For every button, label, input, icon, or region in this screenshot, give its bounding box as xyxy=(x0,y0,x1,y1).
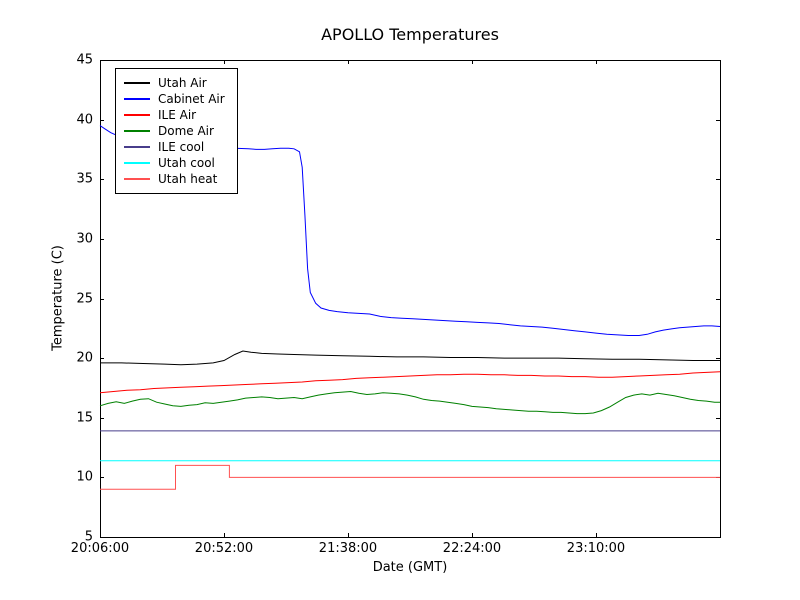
y-tick-label: 25 xyxy=(76,291,93,306)
series-line-dome-air xyxy=(99,390,720,415)
legend-item-ile-air: ILE Air xyxy=(124,107,225,123)
legend-item-cabinet-air: Cabinet Air xyxy=(124,91,225,107)
legend-label: ILE Air xyxy=(158,108,197,122)
dome-air-line-sample xyxy=(124,130,150,132)
legend-label: Dome Air xyxy=(158,124,214,138)
chart-title: APOLLO Temperatures xyxy=(321,25,499,44)
series-line-utah-air xyxy=(100,350,720,366)
legend-label: ILE cool xyxy=(158,140,205,154)
x-tick-label: 23:10:00 xyxy=(566,541,626,556)
legend-label: Cabinet Air xyxy=(158,92,225,106)
legend-label: Utah cool xyxy=(158,156,215,170)
x-tick-label: 22:24:00 xyxy=(442,541,502,556)
legend-item-utah-cool: Utah cool xyxy=(124,155,225,171)
y-tick-label: 10 xyxy=(76,469,93,485)
ile-cool-line-sample xyxy=(124,146,150,148)
legend-item-dome-air: Dome Air xyxy=(124,123,225,139)
y-tick-label: 30 xyxy=(76,231,93,247)
cabinet-air-line-sample xyxy=(124,98,150,100)
legend-label: Utah heat xyxy=(158,172,218,186)
y-tick-label: 20 xyxy=(76,350,93,366)
utah-heat-line-sample xyxy=(124,178,150,180)
x-tick-label: 21:38:00 xyxy=(318,541,378,556)
y-tick-label: 40 xyxy=(76,112,93,128)
legend-item-utah-air: Utah Air xyxy=(124,75,225,91)
legend-label: Utah Air xyxy=(158,76,207,90)
y-tick-label: 35 xyxy=(76,171,93,187)
series-line-ile-air xyxy=(99,371,721,394)
ile-air-line-sample xyxy=(124,114,150,116)
legend-item-utah-heat: Utah heat xyxy=(124,171,225,187)
y-tick-label: 15 xyxy=(76,410,93,426)
y-tick-label: 45 xyxy=(76,52,93,68)
utah-air-line-sample xyxy=(124,82,150,84)
legend: Utah Air Cabinet Air ILE Air Dome Air IL… xyxy=(115,68,238,194)
x-tick-label: 20:52:00 xyxy=(194,541,254,556)
x-tick-label: 20:06:00 xyxy=(70,541,130,556)
x-axis-label: Date (GMT) xyxy=(372,560,448,575)
y-tick-label: 5 xyxy=(84,529,93,545)
utah-cool-line-sample xyxy=(124,162,150,164)
y-axis-label: Temperature (C) xyxy=(50,245,66,351)
series-line-utah-heat xyxy=(100,464,720,490)
legend-item-ile-cool: ILE cool xyxy=(124,139,225,155)
